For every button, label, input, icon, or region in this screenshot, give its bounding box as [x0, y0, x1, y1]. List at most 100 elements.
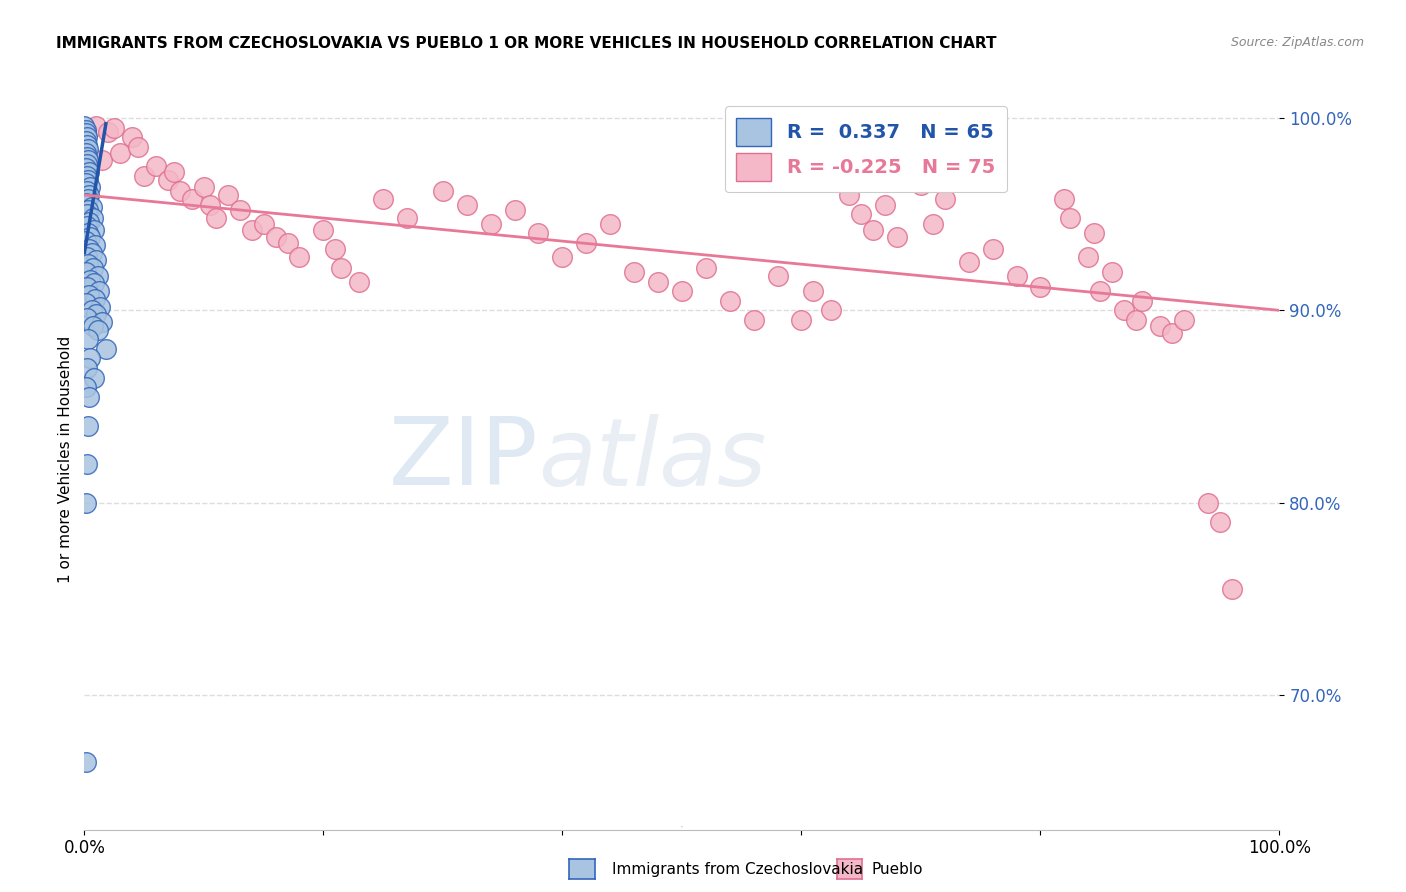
- Point: [83, 277, 105, 291]
- Point: [103, 120, 125, 135]
- Point: [820, 303, 842, 318]
- Point: [75, 496, 97, 510]
- Point: [75, 265, 97, 279]
- Point: [934, 192, 956, 206]
- Point: [86, 268, 108, 283]
- Point: [1029, 280, 1052, 294]
- Point: [73, 119, 96, 133]
- Point: [76, 149, 98, 163]
- Point: [1149, 318, 1171, 333]
- Point: [75, 380, 97, 394]
- Point: [132, 169, 156, 183]
- Point: [75, 234, 97, 248]
- Point: [875, 197, 897, 211]
- Point: [75, 756, 97, 770]
- Point: [671, 284, 693, 298]
- Point: [862, 222, 884, 236]
- Point: [87, 284, 110, 298]
- Point: [396, 211, 419, 225]
- Point: [76, 138, 98, 153]
- Point: [599, 217, 621, 231]
- Point: [75, 161, 97, 175]
- Point: [80, 200, 103, 214]
- Point: [349, 275, 371, 289]
- Point: [84, 292, 107, 306]
- Point: [76, 169, 98, 183]
- Point: [76, 250, 98, 264]
- Point: [205, 211, 228, 225]
- Point: [503, 203, 526, 218]
- Point: [75, 295, 97, 310]
- Point: [1053, 192, 1076, 206]
- Point: [1090, 284, 1112, 298]
- Point: [575, 235, 598, 250]
- Point: [325, 242, 347, 256]
- Point: [77, 390, 100, 404]
- Point: [1197, 496, 1219, 510]
- Point: [742, 313, 765, 327]
- Point: [264, 230, 287, 244]
- Point: [77, 288, 100, 302]
- Text: Pueblo: Pueblo: [872, 863, 924, 877]
- Point: [94, 342, 117, 356]
- Point: [1209, 515, 1232, 529]
- Point: [82, 260, 104, 275]
- Point: [75, 195, 97, 210]
- Point: [1161, 326, 1184, 341]
- Point: [77, 227, 100, 241]
- Point: [89, 300, 111, 314]
- Point: [77, 172, 100, 186]
- Point: [198, 197, 221, 211]
- Point: [86, 119, 108, 133]
- Point: [79, 180, 101, 194]
- Point: [193, 180, 215, 194]
- Point: [76, 311, 98, 326]
- Point: [169, 184, 191, 198]
- Point: [277, 235, 299, 250]
- Point: [1101, 265, 1123, 279]
- Point: [110, 145, 132, 160]
- Point: [695, 260, 717, 275]
- Point: [79, 272, 101, 286]
- Point: [79, 351, 101, 366]
- Point: [886, 230, 908, 244]
- Point: [647, 275, 669, 289]
- Point: [1083, 227, 1105, 241]
- Point: [456, 197, 478, 211]
- Point: [157, 172, 180, 186]
- Point: [1114, 303, 1136, 318]
- Point: [76, 457, 98, 471]
- Point: [181, 192, 204, 206]
- Point: [981, 242, 1004, 256]
- Point: [1220, 582, 1243, 597]
- Text: ZIP: ZIP: [389, 413, 538, 506]
- Point: [790, 313, 813, 327]
- Point: [91, 315, 114, 329]
- Point: [76, 157, 98, 171]
- Point: [253, 217, 276, 231]
- Point: [82, 211, 104, 225]
- Point: [86, 307, 108, 321]
- Point: [229, 203, 252, 218]
- Point: [75, 127, 97, 141]
- Point: [76, 130, 98, 145]
- Point: [77, 192, 100, 206]
- Point: [288, 250, 311, 264]
- Text: Source: ZipAtlas.com: Source: ZipAtlas.com: [1230, 36, 1364, 49]
- Point: [121, 130, 143, 145]
- Point: [86, 322, 108, 336]
- Point: [373, 192, 395, 206]
- Point: [97, 124, 120, 138]
- Point: [75, 177, 97, 191]
- Point: [77, 332, 100, 346]
- Point: [84, 238, 107, 252]
- Point: [838, 188, 860, 202]
- Point: [1125, 313, 1147, 327]
- Point: [623, 265, 645, 279]
- Point: [79, 149, 101, 163]
- Point: [75, 122, 97, 136]
- Y-axis label: 1 or more Vehicles in Household: 1 or more Vehicles in Household: [58, 335, 73, 583]
- Point: [1005, 268, 1028, 283]
- Point: [77, 215, 100, 229]
- Point: [80, 245, 103, 260]
